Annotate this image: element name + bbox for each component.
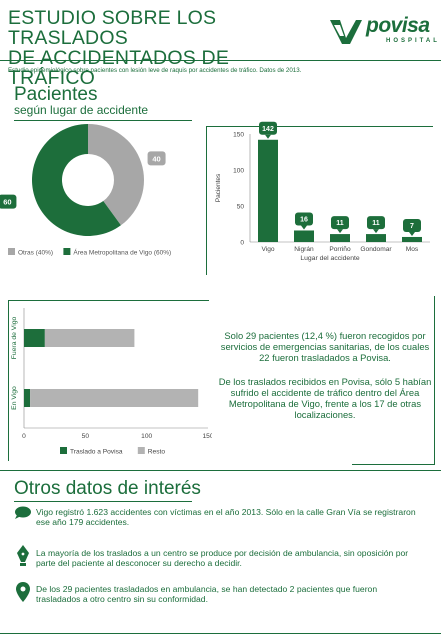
section-subtitle-place: según lugar de accidente <box>14 103 149 117</box>
x-tick-label: Porriño <box>329 246 351 253</box>
x-tick-label: 0 <box>22 433 26 440</box>
donut-value-label: 60 <box>3 198 11 207</box>
legend-label: Resto <box>148 449 166 456</box>
x-tick-label: 50 <box>82 433 90 440</box>
map-pin-icon <box>16 582 30 602</box>
bar-value-label: 7 <box>410 223 414 230</box>
text-block: Solo 29 pacientes (12,4 %) fueron recogi… <box>216 330 434 420</box>
legend-swatch <box>60 447 67 454</box>
x-tick-label: Mos <box>406 246 419 253</box>
y-axis-label: Pacientes <box>215 173 222 202</box>
bar <box>258 139 278 242</box>
x-tick-label: Nigrán <box>294 246 314 253</box>
bar-value-label: 11 <box>336 220 344 227</box>
title-line-2: DE ACCIDENTADOS DE TRÁFICO <box>8 47 230 89</box>
x-axis-label: Lugar del accidente <box>300 255 360 262</box>
y-tick-label: Fuera de Vigo <box>11 316 18 359</box>
bar-value-label: 142 <box>262 126 274 133</box>
section-title-patients: Pacientes <box>14 84 98 105</box>
x-tick-label: Vigo <box>261 246 274 253</box>
bar-label-badge <box>403 218 421 232</box>
legend-label: Otras (40%) <box>18 250 53 257</box>
pen-nib-icon <box>17 545 29 566</box>
fact-text-3: De los 29 pacientes trasladados en ambul… <box>36 584 378 605</box>
legend-swatch <box>8 248 15 255</box>
section-title-other-data: Otros datos de interés <box>14 478 201 499</box>
bar-label-pointer <box>373 229 379 234</box>
page-title: ESTUDIO SOBRE LOS TRASLADOS DE ACCIDENTA… <box>8 8 308 88</box>
logo-mark-icon <box>330 20 362 44</box>
y-tick-label: En Vigo <box>11 386 18 410</box>
stacked-hbar-chart: 0 50 100 150 Fuera de Vigo En Vigo Traslado a … <box>11 308 212 456</box>
y-tick-label: 150 <box>233 132 244 139</box>
bar-chart: 0 50 100 150 Pacientes 142 Vigo 16 Nigrán 11 Porri… <box>215 121 430 262</box>
donut-label-badge <box>147 151 166 166</box>
logo-word: povisa <box>366 14 430 37</box>
text-paragraph-2: De los traslados recibidos en Povisa, só… <box>218 375 432 421</box>
y-tick-label: 100 <box>233 168 244 175</box>
speech-bubble-icon <box>15 506 31 519</box>
hbar-chart-frame <box>8 300 209 461</box>
bar-label-badge <box>295 212 313 226</box>
text-block-frame <box>352 296 435 465</box>
donut-slice <box>88 124 145 226</box>
bar-label-pointer <box>337 229 343 234</box>
bar-segment <box>24 389 31 407</box>
bar-segment <box>24 329 45 347</box>
bar <box>294 230 314 242</box>
bar-label-pointer <box>301 225 307 230</box>
x-tick-label: Gondomar <box>360 246 392 253</box>
donut-slice <box>32 124 121 236</box>
povisa-logo: povisa HOSPITAL <box>328 14 437 50</box>
text-paragraph-1: Solo 29 pacientes (12,4 %) fueron recogi… <box>220 330 430 364</box>
donut-value-label: 40 <box>152 154 160 163</box>
bar <box>366 234 386 242</box>
bar-label-pointer <box>265 134 271 139</box>
study-description: Estudio epidemiológico sobre pacientes c… <box>8 67 302 74</box>
fact-text-2: La mayoría de los traslados a un centro … <box>36 548 409 569</box>
logo-subtitle: HOSPITAL <box>386 38 440 44</box>
y-tick-label: 0 <box>240 240 244 247</box>
legend-label: Área Metropolitana de Vigo (60%) <box>73 248 171 257</box>
bar <box>402 236 422 242</box>
bar-value-label: 16 <box>300 216 308 223</box>
bar-label-badge <box>259 121 277 135</box>
legend-label: Traslado a Povisa <box>70 449 123 456</box>
title-line-1: ESTUDIO SOBRE LOS TRASLADOS <box>8 7 217 49</box>
donut-chart: 40 60 Otras (40%) Área Metropolitana de Vig… <box>0 124 171 257</box>
x-tick-label: 100 <box>141 433 152 440</box>
y-tick-label: 50 <box>237 204 245 211</box>
bar-label-badge <box>331 216 349 230</box>
legend-swatch <box>63 248 71 255</box>
x-tick-label: 150 <box>202 433 212 440</box>
section1-underline <box>14 120 192 121</box>
bar <box>330 234 350 242</box>
bar-segment <box>44 329 135 347</box>
bar-chart-frame <box>206 126 433 275</box>
donut-label-badge <box>0 194 17 209</box>
footer-divider <box>0 633 441 634</box>
legend-swatch <box>137 447 145 454</box>
header-divider <box>0 60 441 61</box>
section2-top-divider <box>0 470 441 471</box>
bar-segment <box>30 389 199 407</box>
bar-label-pointer <box>409 231 415 236</box>
bar-label-badge <box>367 216 385 230</box>
bar-value-label: 11 <box>372 220 380 227</box>
fact-text-1: Vigo registró 1.623 accidentes con vícti… <box>36 507 416 528</box>
section2-underline <box>14 501 192 502</box>
